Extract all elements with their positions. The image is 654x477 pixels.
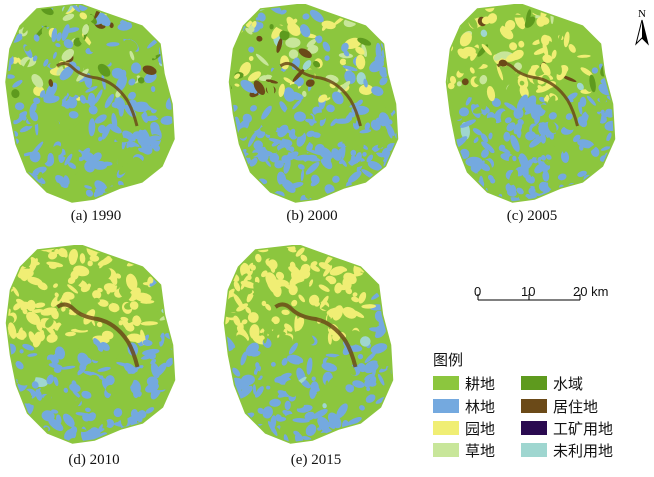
legend-swatch <box>433 399 459 413</box>
map-panel-2010 <box>0 245 185 450</box>
scale-tick-0: 0 <box>474 284 482 299</box>
legend-item: 工矿用地 <box>521 418 613 438</box>
legend-label: 水域 <box>553 374 584 393</box>
legend-swatch <box>521 376 547 390</box>
caption-2005: (c) 2005 <box>506 208 558 224</box>
legend-label: 居住地 <box>553 397 599 416</box>
map-panel-2015 <box>218 245 403 450</box>
legend-swatch <box>433 421 459 435</box>
legend-swatch <box>521 443 547 457</box>
legend-item: 园地 <box>433 418 495 438</box>
legend-item: 草地 <box>433 440 495 460</box>
legend-swatch <box>433 376 459 390</box>
map-panel-2000 <box>213 4 418 209</box>
legend-item: 未利用地 <box>521 440 613 460</box>
caption-2010: (d) 2010 <box>68 452 120 468</box>
map-panel-1990 <box>2 4 182 209</box>
legend-title: 图例 <box>433 351 464 369</box>
legend-item: 水域 <box>521 373 583 393</box>
caption-1990: (a) 1990 <box>70 208 122 224</box>
scale-tick-10: 10 <box>521 284 536 299</box>
north-arrow-label: N <box>638 8 646 20</box>
scale-tick-20: 20 km <box>573 284 609 299</box>
scale-bar <box>477 294 581 301</box>
legend-item: 林地 <box>433 396 495 416</box>
legend-swatch <box>433 443 459 457</box>
legend-swatch <box>521 421 547 435</box>
legend-label: 草地 <box>465 441 496 460</box>
legend-label: 工矿用地 <box>553 419 614 438</box>
north-arrow: N <box>632 6 652 46</box>
legend-label: 园地 <box>465 419 496 438</box>
legend-label: 耕地 <box>465 374 496 393</box>
caption-2015: (e) 2015 <box>290 452 342 468</box>
legend-label: 林地 <box>465 397 496 416</box>
legend-item: 耕地 <box>433 373 495 393</box>
legend-label: 未利用地 <box>553 441 614 460</box>
legend-item: 居住地 <box>521 396 598 416</box>
legend-swatch <box>521 399 547 413</box>
map-panel-2005 <box>440 4 625 209</box>
caption-2000: (b) 2000 <box>286 208 338 224</box>
